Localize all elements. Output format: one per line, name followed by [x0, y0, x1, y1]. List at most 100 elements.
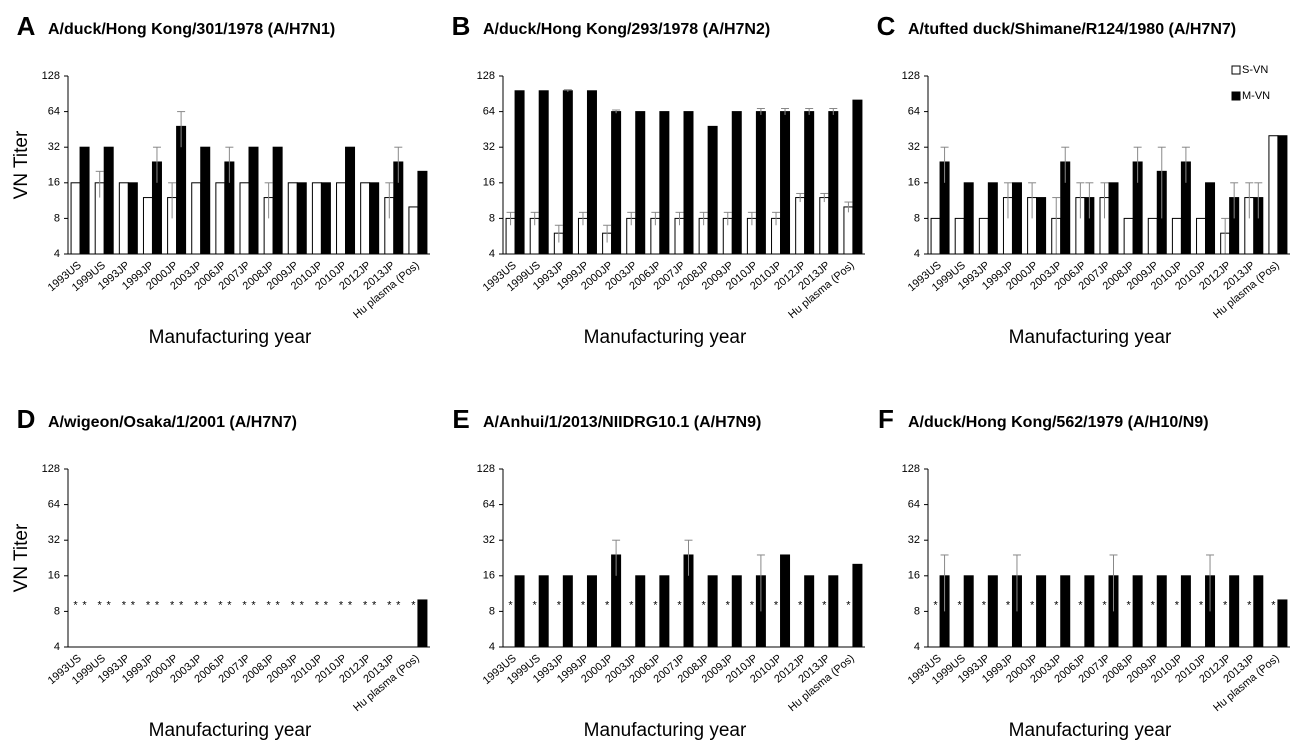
bar: [311, 182, 322, 255]
bar: [215, 182, 226, 255]
bar: [978, 217, 989, 255]
value-label: *: [324, 599, 329, 611]
bar: [780, 111, 791, 255]
panel: C A/tufted duck/Shimane/R124/1980 (A/H7N7…: [877, 11, 1290, 348]
bar: [683, 111, 694, 255]
y-tick-label: 8: [914, 212, 920, 224]
x-axis-label: Manufacturing year: [1009, 327, 1172, 348]
x-axis-label: Manufacturing year: [584, 720, 747, 741]
value-label: *: [348, 599, 353, 611]
value-label: *: [701, 599, 706, 611]
y-tick-label: 8: [54, 212, 60, 224]
value-label: *: [82, 599, 87, 611]
bar: [200, 146, 211, 255]
panel-letter: D: [17, 404, 36, 434]
bar: [70, 182, 81, 255]
legend-label: M-VN: [1242, 90, 1270, 102]
value-label: *: [1102, 599, 1107, 611]
value-label: *: [179, 599, 184, 611]
bar: [954, 217, 965, 255]
bar: [239, 182, 250, 255]
bar: [562, 90, 573, 255]
x-axis-label: Manufacturing year: [149, 720, 312, 741]
bar: [586, 575, 597, 648]
bar: [142, 197, 153, 255]
value-label: *: [605, 599, 610, 611]
bar: [127, 182, 138, 255]
bar: [780, 554, 791, 648]
y-tick-label: 64: [483, 106, 495, 118]
value-label: *: [774, 599, 779, 611]
y-tick-label: 32: [483, 534, 495, 546]
value-label: *: [982, 599, 987, 611]
y-tick-label: 16: [483, 177, 495, 189]
y-tick-label: 16: [908, 570, 920, 582]
bar: [659, 575, 670, 648]
legend-swatch: [1231, 91, 1241, 101]
bar: [360, 182, 371, 255]
value-label: *: [363, 599, 368, 611]
panel-title: A/Anhui/1/2013/NIIDRG10.1 (A/H7N9): [483, 414, 761, 431]
panel-title: A/tufted duck/Shimane/R124/1980 (A/H7N7): [908, 21, 1236, 38]
value-label: *: [1175, 599, 1180, 611]
value-label: *: [396, 599, 401, 611]
y-tick-label: 16: [48, 570, 60, 582]
bar: [1036, 197, 1047, 255]
panel: B A/duck/Hong Kong/293/1978 (A/H7N2) Manuf…: [452, 11, 865, 348]
bar: [852, 99, 863, 255]
bar: [930, 217, 941, 255]
value-label: *: [557, 599, 562, 611]
value-label: *: [1006, 599, 1011, 611]
y-tick-label: 128: [902, 70, 920, 82]
panel: D A/wigeon/Osaka/1/2001 (A/H7N7) VN Titer M…: [11, 404, 430, 741]
bar: [408, 206, 419, 255]
y-axis-label: VN Titer: [11, 130, 32, 199]
bar: [843, 206, 854, 255]
y-tick-label: 64: [483, 499, 495, 511]
y-tick-label: 32: [908, 534, 920, 546]
value-label: *: [203, 599, 208, 611]
y-tick-label: 4: [489, 248, 495, 260]
bar: [1011, 182, 1022, 255]
y-tick-label: 16: [48, 177, 60, 189]
y-axis-label: VN Titer: [11, 523, 32, 592]
bar: [320, 182, 331, 255]
x-axis-label: Manufacturing year: [1009, 720, 1172, 741]
value-label: *: [227, 599, 232, 611]
value-label: *: [677, 599, 682, 611]
value-label: *: [251, 599, 256, 611]
bar: [272, 146, 283, 255]
value-label: *: [131, 599, 136, 611]
y-tick-label: 8: [54, 605, 60, 617]
y-tick-label: 64: [908, 106, 920, 118]
y-tick-label: 16: [908, 177, 920, 189]
panel: E A/Anhui/1/2013/NIIDRG10.1 (A/H7N9) Manuf…: [452, 404, 865, 741]
y-tick-label: 4: [54, 641, 60, 653]
bar: [336, 182, 347, 255]
bar: [1060, 575, 1071, 648]
bar: [562, 575, 573, 648]
bar: [1268, 135, 1279, 255]
y-tick-label: 64: [48, 106, 60, 118]
bar: [731, 575, 742, 648]
bar: [795, 197, 806, 255]
bar: [118, 182, 129, 255]
y-tick-label: 4: [914, 641, 920, 653]
value-label: *: [242, 599, 247, 611]
y-tick-label: 8: [914, 605, 920, 617]
panel: F A/duck/Hong Kong/562/1979 (A/H10/N9) Man…: [878, 404, 1290, 741]
panel-title: A/wigeon/Osaka/1/2001 (A/H7N7): [48, 414, 297, 431]
value-label: *: [1199, 599, 1204, 611]
value-label: *: [846, 599, 851, 611]
bar: [417, 599, 428, 648]
y-tick-label: 128: [902, 463, 920, 475]
value-label: *: [822, 599, 827, 611]
y-tick-label: 32: [483, 141, 495, 153]
value-label: *: [291, 599, 296, 611]
y-tick-label: 8: [489, 212, 495, 224]
bar: [1277, 135, 1288, 255]
value-label: *: [533, 599, 538, 611]
y-tick-label: 16: [483, 570, 495, 582]
bar: [611, 111, 622, 255]
